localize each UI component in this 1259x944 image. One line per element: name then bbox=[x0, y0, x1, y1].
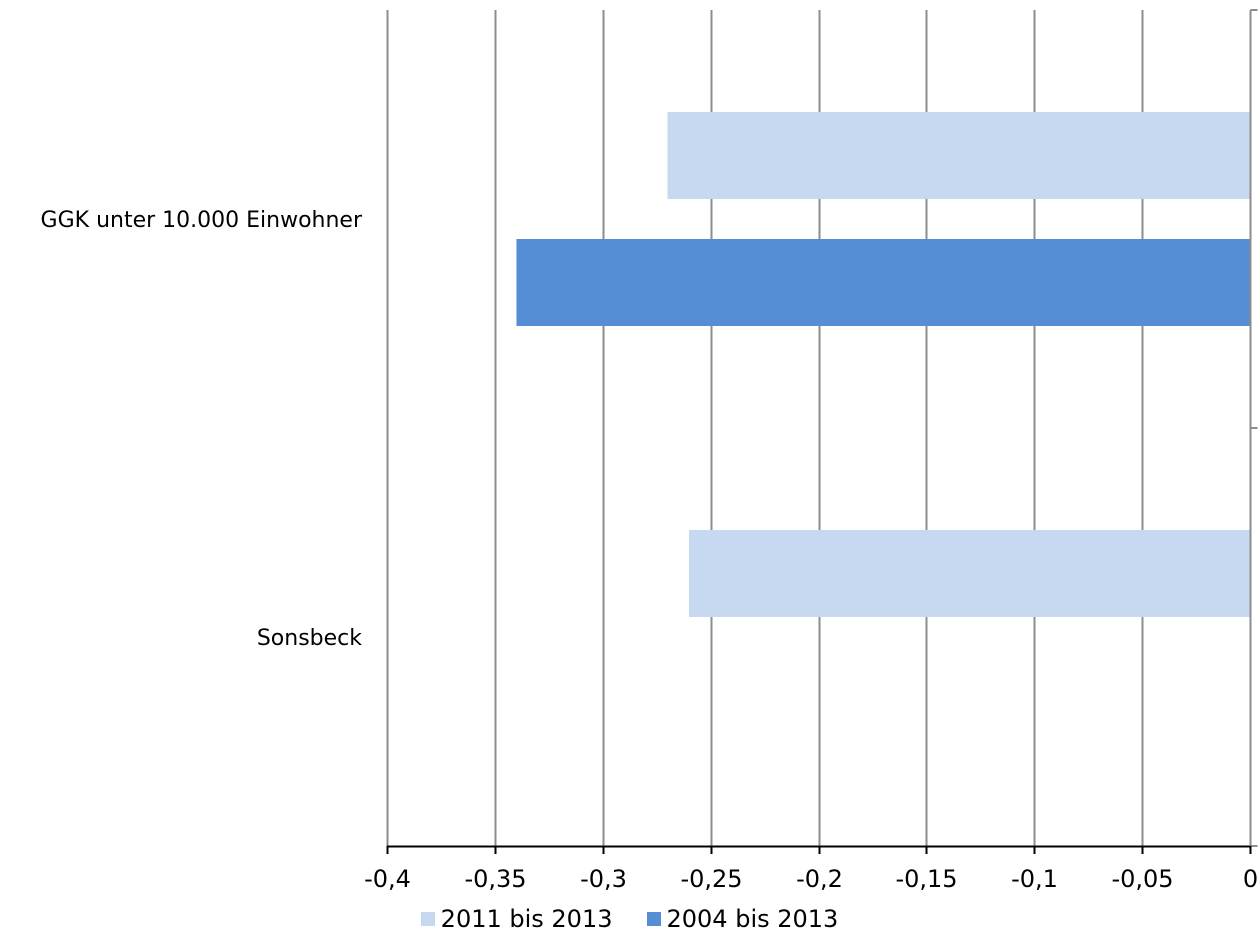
bar-1-2 bbox=[689, 530, 1250, 617]
x-tick-label-1: -0,35 bbox=[464, 865, 526, 893]
x-tick-label-5: -0,15 bbox=[895, 865, 957, 893]
x-tick-label-0: -0,4 bbox=[364, 865, 411, 893]
bar-2-1 bbox=[516, 239, 1250, 326]
x-tick-label-6: -0,1 bbox=[1011, 865, 1058, 893]
x-tick-label-7: -0,05 bbox=[1111, 865, 1173, 893]
legend-swatch-series-2 bbox=[646, 912, 661, 926]
x-tick-label-2: -0,3 bbox=[580, 865, 627, 893]
legend-swatch-series-1 bbox=[420, 912, 435, 926]
legend-label-series-2: 2004 bis 2013 bbox=[666, 905, 839, 933]
legend: 2011 bis 2013 2004 bis 2013 bbox=[0, 905, 1259, 933]
bar-1-1 bbox=[667, 112, 1250, 199]
labels: GGK unter 10.000 Einwohner Sonsbeck -0,4 -0… bbox=[41, 208, 1259, 893]
category-label-2: Sonsbeck bbox=[257, 626, 362, 651]
legend-label-series-1: 2011 bis 2013 bbox=[440, 905, 613, 933]
category-label-1: GGK unter 10.000 Einwohner bbox=[41, 208, 363, 233]
x-tick-label-3: -0,25 bbox=[680, 865, 742, 893]
bars bbox=[516, 112, 1250, 617]
legend-item-series-1: 2011 bis 2013 bbox=[420, 905, 613, 933]
axes bbox=[386, 9, 1258, 854]
x-tick-label-8: 0 bbox=[1243, 865, 1258, 893]
legend-item-series-2: 2004 bis 2013 bbox=[646, 905, 839, 933]
x-tick-label-4: -0,2 bbox=[796, 865, 843, 893]
